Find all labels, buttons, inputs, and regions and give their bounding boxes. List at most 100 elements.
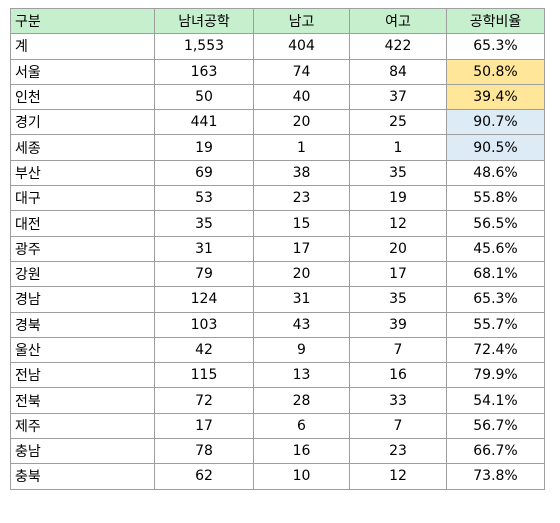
- cell-girls[interactable]: 84: [349, 58, 447, 85]
- cell-rate[interactable]: 54.1%: [446, 387, 545, 414]
- cell-rate[interactable]: 90.5%: [446, 134, 545, 161]
- cell-coed[interactable]: 78: [154, 438, 254, 465]
- cell-girls[interactable]: 35: [349, 286, 447, 313]
- cell-boys[interactable]: 10: [253, 463, 350, 490]
- cell-boys[interactable]: 1: [253, 134, 350, 161]
- cell-boys[interactable]: 40: [253, 83, 350, 111]
- cell-rate[interactable]: 73.8%: [446, 463, 545, 490]
- header-region[interactable]: 구분: [10, 7, 155, 35]
- cell-girls[interactable]: 20: [349, 235, 447, 262]
- cell-rate[interactable]: 65.3%: [446, 33, 545, 60]
- cell-boys[interactable]: 15: [253, 210, 350, 237]
- cell-coed[interactable]: 163: [154, 58, 254, 85]
- cell-coed[interactable]: 103: [154, 311, 254, 338]
- cell-boys[interactable]: 43: [253, 311, 350, 338]
- cell-rate[interactable]: 45.6%: [446, 235, 545, 262]
- cell-rate[interactable]: 55.7%: [446, 311, 545, 338]
- cell-boys[interactable]: 20: [253, 260, 350, 288]
- header-girls[interactable]: 여고: [349, 7, 447, 35]
- cell-region[interactable]: 대전: [10, 210, 155, 237]
- cell-boys[interactable]: 404: [253, 33, 350, 60]
- cell-coed[interactable]: 62: [154, 463, 254, 490]
- cell-girls[interactable]: 39: [349, 311, 447, 338]
- cell-region[interactable]: 광주: [10, 235, 155, 262]
- cell-rate[interactable]: 56.5%: [446, 210, 545, 237]
- cell-girls[interactable]: 1: [349, 134, 447, 161]
- cell-region[interactable]: 계: [10, 33, 155, 60]
- cell-boys[interactable]: 16: [253, 438, 350, 465]
- cell-girls[interactable]: 12: [349, 210, 447, 237]
- cell-coed[interactable]: 115: [154, 362, 254, 389]
- cell-coed[interactable]: 42: [154, 336, 254, 364]
- cell-boys[interactable]: 74: [253, 58, 350, 85]
- cell-coed[interactable]: 124: [154, 286, 254, 313]
- cell-region[interactable]: 강원: [10, 260, 155, 288]
- cell-rate[interactable]: 39.4%: [446, 83, 545, 111]
- header-rate[interactable]: 공학비율: [446, 7, 545, 35]
- coed-school-table: 구분 남녀공학 남고 여고 공학비율 계 1,553 404 422 65.3% 서울 16…: [10, 7, 545, 490]
- cell-coed[interactable]: 50: [154, 83, 254, 111]
- cell-girls[interactable]: 25: [349, 109, 447, 136]
- cell-region[interactable]: 서울: [10, 58, 155, 85]
- cell-coed[interactable]: 72: [154, 387, 254, 414]
- cell-boys[interactable]: 31: [253, 286, 350, 313]
- cell-boys[interactable]: 38: [253, 159, 350, 187]
- cell-region[interactable]: 제주: [10, 412, 155, 440]
- cell-coed[interactable]: 69: [154, 159, 254, 187]
- cell-boys[interactable]: 23: [253, 185, 350, 212]
- cell-girls[interactable]: 19: [349, 185, 447, 212]
- cell-region[interactable]: 울산: [10, 336, 155, 364]
- header-boys[interactable]: 남고: [253, 7, 350, 35]
- cell-boys[interactable]: 20: [253, 109, 350, 136]
- cell-boys[interactable]: 13: [253, 362, 350, 389]
- cell-rate[interactable]: 56.7%: [446, 412, 545, 440]
- cell-boys[interactable]: 9: [253, 336, 350, 364]
- table-row: 울산 42 9 7 72.4%: [10, 336, 545, 364]
- cell-region[interactable]: 세종: [10, 134, 155, 161]
- cell-girls[interactable]: 17: [349, 260, 447, 288]
- cell-girls[interactable]: 422: [349, 33, 447, 60]
- cell-region[interactable]: 경북: [10, 311, 155, 338]
- cell-girls[interactable]: 35: [349, 159, 447, 187]
- cell-coed[interactable]: 441: [154, 109, 254, 136]
- cell-girls[interactable]: 37: [349, 83, 447, 111]
- cell-coed[interactable]: 1,553: [154, 33, 254, 60]
- cell-region[interactable]: 대구: [10, 185, 155, 212]
- cell-girls[interactable]: 12: [349, 463, 447, 490]
- header-row: 구분 남녀공학 남고 여고 공학비율: [10, 7, 545, 35]
- cell-rate[interactable]: 55.8%: [446, 185, 545, 212]
- cell-region[interactable]: 전북: [10, 387, 155, 414]
- cell-girls[interactable]: 33: [349, 387, 447, 414]
- cell-boys[interactable]: 28: [253, 387, 350, 414]
- cell-girls[interactable]: 7: [349, 336, 447, 364]
- cell-girls[interactable]: 7: [349, 412, 447, 440]
- cell-region[interactable]: 충북: [10, 463, 155, 490]
- cell-rate[interactable]: 50.8%: [446, 58, 545, 85]
- cell-rate[interactable]: 48.6%: [446, 159, 545, 187]
- cell-rate[interactable]: 66.7%: [446, 438, 545, 465]
- cell-rate[interactable]: 65.3%: [446, 286, 545, 313]
- cell-region[interactable]: 부산: [10, 159, 155, 187]
- cell-coed[interactable]: 79: [154, 260, 254, 288]
- cell-region[interactable]: 인천: [10, 83, 155, 111]
- cell-rate[interactable]: 90.7%: [446, 109, 545, 136]
- cell-rate[interactable]: 79.9%: [446, 362, 545, 389]
- cell-girls[interactable]: 23: [349, 438, 447, 465]
- header-coed[interactable]: 남녀공학: [154, 7, 254, 35]
- cell-region[interactable]: 전남: [10, 362, 155, 389]
- cell-coed[interactable]: 17: [154, 412, 254, 440]
- cell-coed[interactable]: 35: [154, 210, 254, 237]
- table-row: 부산 69 38 35 48.6%: [10, 159, 545, 187]
- cell-coed[interactable]: 31: [154, 235, 254, 262]
- table-row: 전남 115 13 16 79.9%: [10, 362, 545, 389]
- cell-boys[interactable]: 17: [253, 235, 350, 262]
- cell-rate[interactable]: 68.1%: [446, 260, 545, 288]
- cell-boys[interactable]: 6: [253, 412, 350, 440]
- cell-girls[interactable]: 16: [349, 362, 447, 389]
- cell-rate[interactable]: 72.4%: [446, 336, 545, 364]
- cell-region[interactable]: 충남: [10, 438, 155, 465]
- cell-coed[interactable]: 53: [154, 185, 254, 212]
- cell-region[interactable]: 경남: [10, 286, 155, 313]
- cell-coed[interactable]: 19: [154, 134, 254, 161]
- cell-region[interactable]: 경기: [10, 109, 155, 136]
